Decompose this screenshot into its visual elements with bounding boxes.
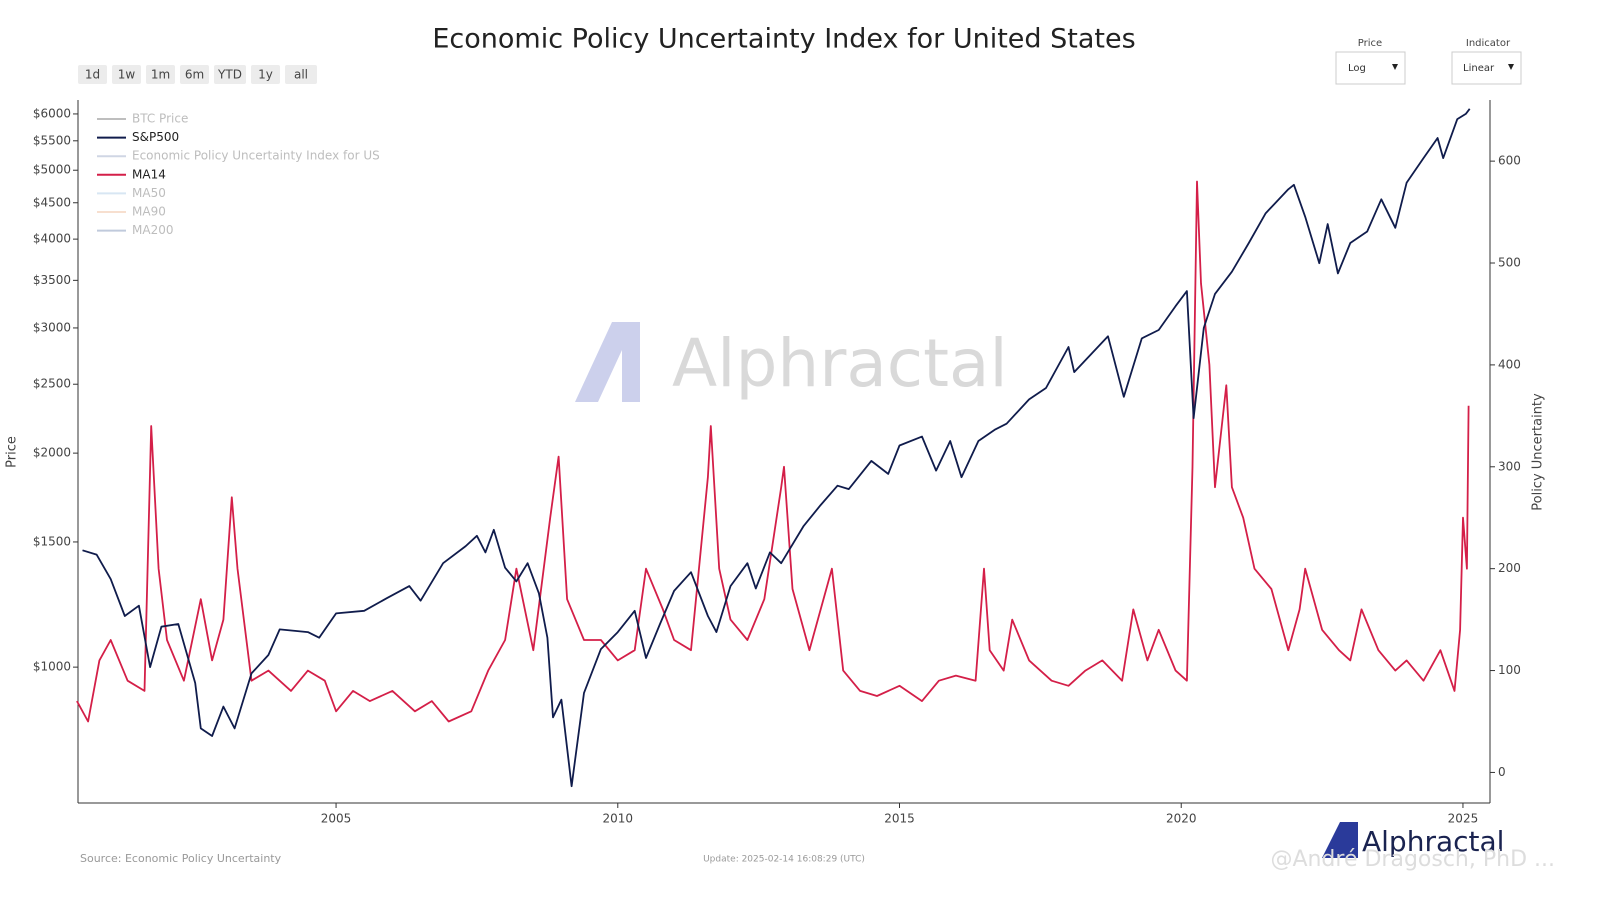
- button-label: 1m: [151, 68, 170, 82]
- button-bg: [214, 65, 246, 84]
- y2-tick-label: 200: [1498, 561, 1521, 575]
- y2-axis-label: Policy Uncertainty: [1531, 393, 1546, 511]
- x-tick-label: 2025: [1448, 812, 1479, 826]
- x-tick-label: 2020: [1166, 812, 1197, 826]
- button-label: YTD: [217, 68, 242, 82]
- y2-tick-label: 0: [1498, 765, 1506, 779]
- price-dropdown[interactable]: Price Log: [1335, 38, 1406, 85]
- legend-label: Economic Policy Uncertainty Index for US: [132, 149, 380, 163]
- legend-label: BTC Price: [132, 112, 188, 126]
- legend-label: MA14: [132, 167, 166, 181]
- watermark-logo: [575, 322, 640, 402]
- y-tick-label: $4000: [33, 232, 71, 246]
- watermark: Alphractal: [672, 325, 1008, 402]
- legend-entry[interactable]: Economic Policy Uncertainty Index for US: [97, 149, 380, 163]
- range-button[interactable]: 1m: [146, 65, 175, 84]
- y-tick-label: $3000: [33, 320, 71, 334]
- dropdown-value: Log: [1348, 63, 1366, 74]
- chart-title: Economic Policy Uncertainty Index for Un…: [432, 24, 1135, 55]
- x-tick-label: 2010: [603, 812, 634, 826]
- range-button[interactable]: all: [285, 65, 317, 84]
- dropdown-label: Price: [1358, 38, 1382, 49]
- legend-entry[interactable]: S&P500: [97, 130, 179, 144]
- y-tick-label: $1000: [33, 660, 71, 674]
- legend-entry[interactable]: MA200: [97, 223, 173, 237]
- button-bg: [180, 65, 209, 84]
- y2-tick-label: 100: [1498, 663, 1521, 677]
- dropdown-box[interactable]: [1335, 51, 1406, 85]
- indicator-dropdown[interactable]: Indicator Linear: [1451, 38, 1522, 85]
- button-bg: [285, 65, 317, 84]
- dropdown-box[interactable]: [1451, 51, 1522, 85]
- range-button[interactable]: 1w: [112, 65, 141, 84]
- button-bg: [112, 65, 141, 84]
- y-tick-label: $5500: [33, 133, 71, 147]
- brand-logo: [1322, 822, 1358, 858]
- legend-label: MA90: [132, 205, 166, 219]
- button-label: 1y: [258, 68, 273, 82]
- legend-label: MA200: [132, 223, 173, 237]
- y-tick-label: $4500: [33, 195, 71, 209]
- button-label: 1d: [85, 68, 100, 82]
- button-label: 6m: [185, 68, 204, 82]
- y-tick-label: $5000: [33, 163, 71, 177]
- credit: @André Dragosch, PhD ...: [1270, 847, 1555, 872]
- dropdown-label: Indicator: [1466, 38, 1511, 49]
- button-bg: [146, 65, 175, 84]
- x-tick-label: 2015: [884, 812, 915, 826]
- series-line: [82, 108, 1471, 788]
- series-line: [76, 180, 1470, 723]
- source: Source: Economic Policy Uncertainty: [80, 852, 282, 865]
- legend-entry[interactable]: MA50: [97, 186, 166, 200]
- button-bg: [251, 65, 280, 84]
- range-buttons: 1d 1w 1m 6m YTD 1y all: [78, 65, 317, 84]
- y-tick-label: $6000: [33, 106, 71, 120]
- y2-tick-label: 300: [1498, 459, 1521, 473]
- dropdown-arrow: [1392, 64, 1398, 70]
- button-label: all: [294, 68, 308, 82]
- range-button[interactable]: 6m: [180, 65, 209, 84]
- range-button[interactable]: 1y: [251, 65, 280, 84]
- y2-tick-label: 600: [1498, 154, 1521, 168]
- legend-entry[interactable]: MA90: [97, 205, 166, 219]
- legend-entry[interactable]: MA14: [97, 167, 166, 181]
- button-label: 1w: [118, 68, 136, 82]
- y-tick-label: $2000: [33, 446, 71, 460]
- legend-entry[interactable]: BTC Price: [97, 112, 188, 126]
- dropdown-value: Linear: [1463, 63, 1495, 74]
- update-time: Update: 2025-02-14 16:08:29 (UTC): [703, 855, 865, 865]
- y-tick-label: $1500: [33, 534, 71, 548]
- y-tick-label: $3500: [33, 273, 71, 287]
- legend: BTC Price S&P500 Economic Policy Uncertain…: [97, 112, 380, 237]
- legend-label: MA50: [132, 186, 166, 200]
- y2-tick-label: 500: [1498, 256, 1521, 270]
- y-tick-label: $2500: [33, 377, 71, 391]
- y2-tick-label: 400: [1498, 357, 1521, 371]
- range-button[interactable]: YTD: [214, 65, 246, 84]
- x-tick-label: 2005: [321, 812, 352, 826]
- dropdown-arrow: [1508, 64, 1514, 70]
- legend-label: S&P500: [132, 130, 179, 144]
- button-bg: [78, 65, 107, 84]
- y-axis-label: Price: [5, 436, 20, 468]
- range-button[interactable]: 1d: [78, 65, 107, 84]
- brand-logo-text: Alphractal: [1362, 825, 1504, 858]
